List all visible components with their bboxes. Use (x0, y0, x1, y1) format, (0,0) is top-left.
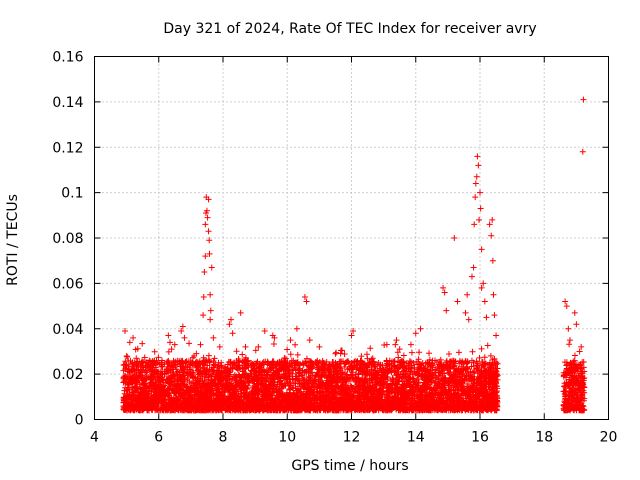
data-point (270, 340, 277, 347)
data-point (459, 358, 466, 365)
chart-title: Day 321 of 2024, Rate Of TEC Index for r… (163, 21, 536, 37)
data-point (139, 340, 146, 347)
data-point (426, 350, 433, 357)
data-point (233, 348, 240, 355)
data-point (394, 349, 401, 356)
data-point (322, 393, 329, 400)
data-point (341, 351, 348, 358)
data-point (141, 354, 148, 361)
data-point (287, 351, 294, 358)
data-point (165, 348, 172, 355)
data-point (413, 377, 420, 384)
grid (94, 56, 609, 420)
data-point (400, 352, 407, 359)
data-point (228, 380, 235, 387)
data-point (294, 351, 301, 358)
data-point (408, 349, 415, 356)
data-point (260, 359, 267, 366)
data-point (392, 341, 399, 348)
data-point (229, 376, 236, 383)
data-point (416, 349, 423, 356)
data-point (155, 354, 162, 361)
data-point (284, 346, 291, 353)
data-point (186, 340, 193, 347)
data-point (121, 378, 128, 385)
data-point (136, 381, 143, 388)
data-point (484, 342, 491, 349)
data-point (426, 356, 433, 363)
data-point (308, 359, 315, 366)
data-point (151, 348, 158, 355)
data-point (446, 351, 453, 358)
data-point (292, 341, 299, 348)
data-point (481, 354, 488, 361)
data-point (367, 345, 374, 352)
data-point (337, 350, 344, 357)
data-point (333, 349, 340, 356)
data-point (363, 351, 370, 358)
data-point (455, 349, 462, 356)
data-point (398, 375, 405, 382)
data-points (120, 96, 588, 414)
data-point (211, 355, 218, 362)
data-point (358, 353, 365, 360)
data-point (342, 370, 349, 377)
